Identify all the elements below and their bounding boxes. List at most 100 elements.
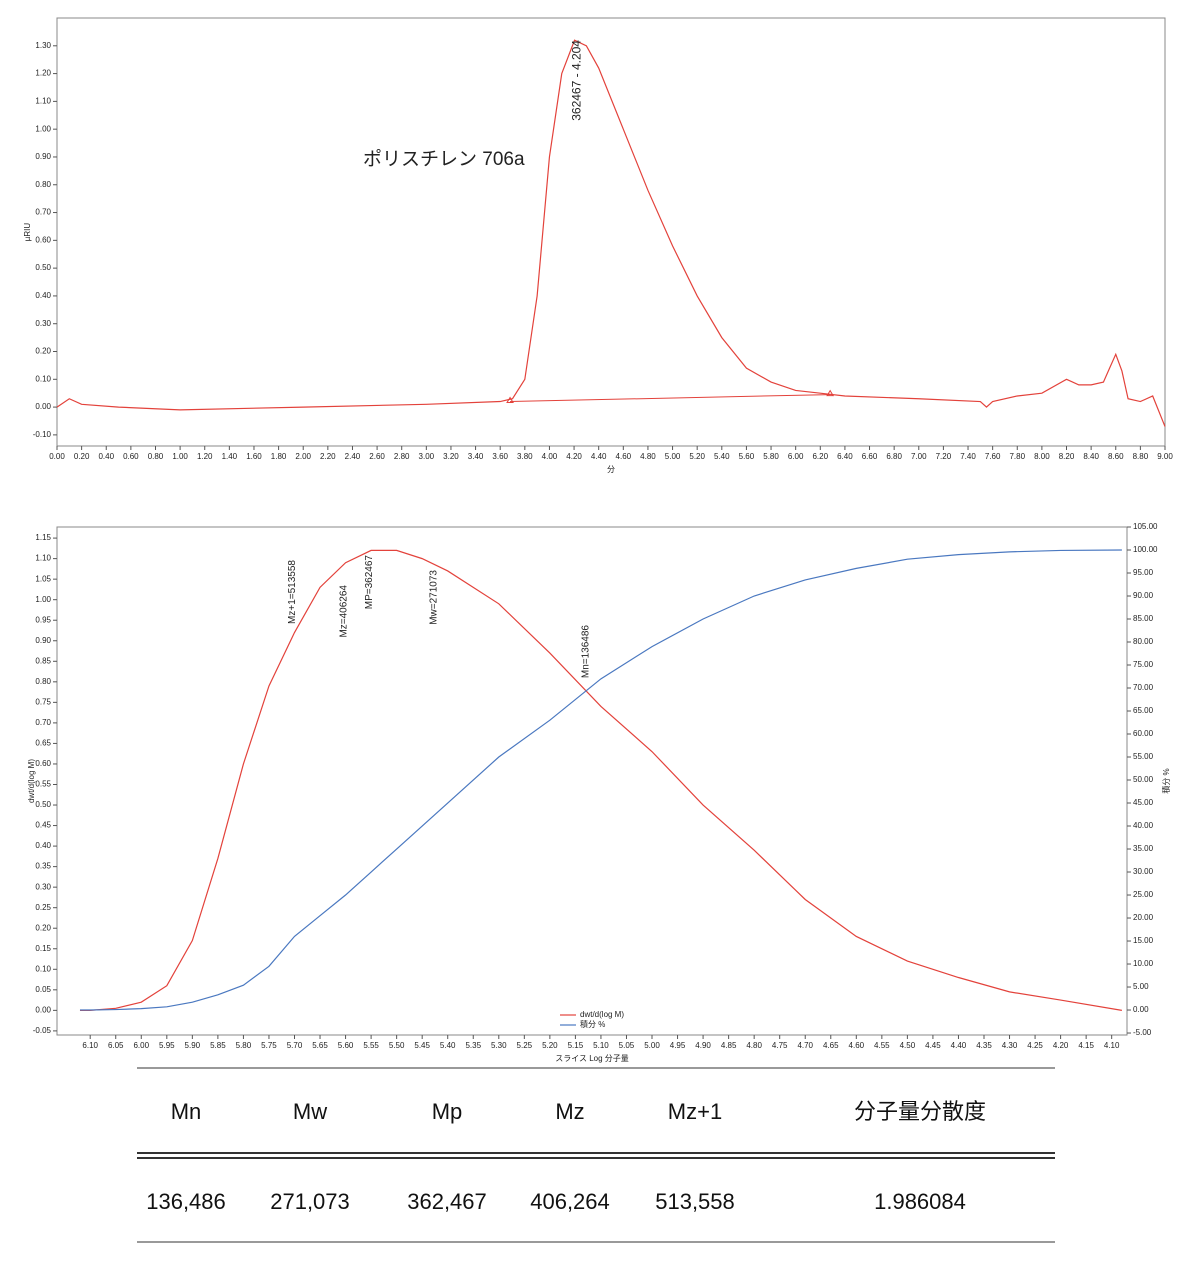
table-header: Mw: [293, 1099, 327, 1124]
y-tick-label: 1.10: [35, 96, 51, 105]
x-tick-label: 5.15: [568, 1041, 584, 1050]
y-tick-label: 0.40: [35, 291, 51, 300]
data-line: [79, 549, 1122, 1011]
x-tick-label: 5.10: [593, 1041, 609, 1050]
x-tick-label: 9.00: [1157, 452, 1173, 461]
x-tick-label: 5.00: [644, 1041, 660, 1050]
y-tick-label: 0.60: [35, 759, 51, 768]
y-tick-label: 0.65: [35, 739, 51, 748]
y-tick-label: 0.30: [35, 882, 51, 891]
table-header: Mn: [171, 1099, 202, 1124]
x-tick-label: 6.60: [862, 452, 878, 461]
x-axis-label: 分: [607, 465, 615, 474]
y-tick-label: 0.70: [35, 718, 51, 727]
annotation: Mn=136486: [581, 625, 592, 679]
y-tick-label: 0.55: [35, 780, 51, 789]
x-tick-label: 5.90: [185, 1041, 201, 1050]
x-tick-label: 4.70: [797, 1041, 813, 1050]
data-line: [56, 39, 1166, 427]
x-tick-label: 5.85: [210, 1041, 226, 1050]
x-tick-label: 4.60: [849, 1041, 865, 1050]
y-tick-label: 0.50: [35, 800, 51, 809]
y-tick-label: 0.85: [35, 656, 51, 665]
y2-tick-label: 85.00: [1133, 614, 1154, 623]
table-cell: 136,486: [146, 1189, 226, 1214]
table-cell: 271,073: [270, 1189, 350, 1214]
y2-tick-label: 15.00: [1133, 936, 1154, 945]
x-tick-label: 4.25: [1027, 1041, 1043, 1050]
y2-tick-label: 70.00: [1133, 683, 1154, 692]
x-tick-label: 6.00: [788, 452, 804, 461]
y-axis-label: µRIU: [23, 223, 32, 242]
x-tick-label: 5.60: [739, 452, 755, 461]
x-tick-label: 0.80: [148, 452, 164, 461]
x-tick-label: 0.40: [98, 452, 114, 461]
y-tick-label: 0.20: [35, 347, 51, 356]
x-tick-label: 5.55: [363, 1041, 379, 1050]
x-tick-label: 4.00: [542, 452, 558, 461]
y-tick-label: 0.20: [35, 923, 51, 932]
y2-tick-label: 60.00: [1133, 729, 1154, 738]
x-tick-label: 5.35: [465, 1041, 481, 1050]
y2-tick-label: 80.00: [1133, 637, 1154, 646]
table-cell: 1.986084: [874, 1189, 966, 1214]
baseline: [510, 394, 831, 403]
y2-tick-label: 105.00: [1133, 522, 1158, 531]
x-tick-label: 0.20: [74, 452, 90, 461]
table-header: Mz: [555, 1099, 584, 1124]
x-tick-label: 4.35: [976, 1041, 992, 1050]
x-tick-label: 4.60: [616, 452, 632, 461]
y2-tick-label: 95.00: [1133, 568, 1154, 577]
legend-label: 積分 %: [580, 1019, 605, 1029]
x-tick-label: 0.60: [123, 452, 139, 461]
y2-tick-label: 0.00: [1133, 1005, 1149, 1014]
table-cell: 362,467: [407, 1189, 487, 1214]
x-tick-label: 5.80: [763, 452, 779, 461]
x-tick-label: 6.10: [82, 1041, 98, 1050]
y2-tick-label: 35.00: [1133, 844, 1154, 853]
x-tick-label: 7.80: [1009, 452, 1025, 461]
x-tick-label: 4.75: [772, 1041, 788, 1050]
x-tick-label: 5.80: [236, 1041, 252, 1050]
y-tick-label: 1.30: [35, 41, 51, 50]
y-tick-label: 0.00: [35, 1005, 51, 1014]
y-tick-label: 1.15: [35, 533, 51, 542]
y-tick-label: 1.10: [35, 554, 51, 563]
x-tick-label: 7.20: [936, 452, 952, 461]
y-tick-label: 1.00: [35, 124, 51, 133]
annotation: Mz+1=513558: [287, 560, 298, 624]
x-tick-label: 6.20: [812, 452, 828, 461]
y2-tick-label: 50.00: [1133, 775, 1154, 784]
x-tick-label: 6.80: [886, 452, 902, 461]
y2-tick-label: 20.00: [1133, 913, 1154, 922]
annotation: Mz=406264: [339, 585, 350, 638]
y-tick-label: 0.10: [35, 964, 51, 973]
y-tick-label: -0.05: [33, 1026, 52, 1035]
x-tick-label: 4.90: [695, 1041, 711, 1050]
y-tick-label: 0.10: [35, 374, 51, 383]
table-header: 分子量分散度: [854, 1099, 986, 1124]
x-tick-label: 5.75: [261, 1041, 277, 1050]
x-axis-label: スライス Log 分子量: [555, 1054, 629, 1063]
x-tick-label: 0.00: [49, 452, 65, 461]
y2-axis-label: 積分 %: [1161, 768, 1171, 793]
plot-frame: [56, 526, 1128, 1036]
x-tick-label: 2.60: [369, 452, 385, 461]
annotation: MP=362467: [364, 555, 375, 610]
y2-tick-label: 75.00: [1133, 660, 1154, 669]
x-tick-label: 2.20: [320, 452, 336, 461]
x-tick-label: 3.20: [443, 452, 459, 461]
y-tick-label: 0.15: [35, 944, 51, 953]
x-tick-label: 4.80: [640, 452, 656, 461]
x-tick-label: 6.40: [837, 452, 853, 461]
y-tick-label: -0.10: [33, 430, 52, 439]
chart-annotation: ポリスチレン 706a: [363, 148, 525, 170]
x-tick-label: 4.15: [1078, 1041, 1094, 1050]
x-tick-label: 4.30: [1002, 1041, 1018, 1050]
x-tick-label: 4.20: [1053, 1041, 1069, 1050]
y-tick-label: 0.50: [35, 263, 51, 272]
x-tick-label: 5.05: [619, 1041, 635, 1050]
x-tick-label: 2.40: [345, 452, 361, 461]
x-tick-label: 4.50: [900, 1041, 916, 1050]
x-tick-label: 5.70: [287, 1041, 303, 1050]
